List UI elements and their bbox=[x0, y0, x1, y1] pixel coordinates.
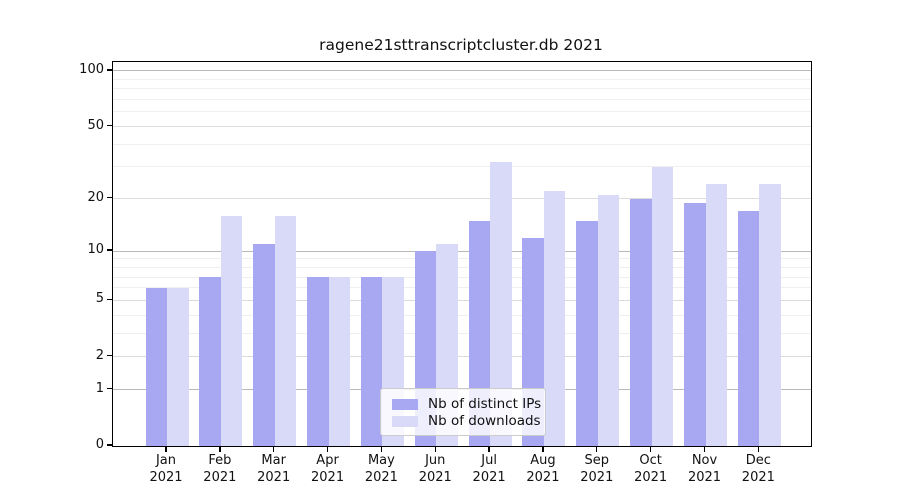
gridline-70 bbox=[113, 99, 811, 101]
y-tick-label-50: 50 bbox=[87, 117, 104, 133]
gridline-80 bbox=[113, 88, 811, 90]
x-tick-mark-nov bbox=[703, 446, 706, 453]
gridline-10 bbox=[113, 250, 811, 252]
y-tick-mark-100 bbox=[106, 69, 112, 71]
gridline-3 bbox=[113, 332, 811, 334]
x-tick-mark-jan bbox=[165, 446, 167, 453]
x-tick-label-jul: Jul 2021 bbox=[472, 453, 506, 485]
legend-item-downloads: Nb of downloads bbox=[392, 413, 541, 429]
bar-nb-of-downloads-sep bbox=[597, 194, 620, 446]
x-tick-label-sep: Sep 2021 bbox=[580, 453, 614, 485]
legend-label-downloads: Nb of downloads bbox=[428, 413, 541, 429]
x-tick-mark-dec bbox=[757, 446, 760, 453]
chart-title: ragene21sttranscriptcluster.db 2021 bbox=[319, 36, 603, 54]
gridline-90 bbox=[113, 78, 811, 80]
y-tick-label-0: 0 bbox=[95, 437, 104, 452]
bar-nb-of-distinct-ips-may bbox=[360, 277, 383, 446]
x-tick-mark-feb bbox=[219, 446, 221, 453]
gridline-7 bbox=[113, 276, 811, 278]
bar-nb-of-distinct-ips-apr bbox=[307, 277, 329, 446]
bar-nb-of-downloads-jan bbox=[167, 287, 189, 446]
gridline-9 bbox=[113, 258, 811, 260]
bar-nb-of-distinct-ips-mar bbox=[253, 244, 275, 446]
legend-swatch-distinct-ips bbox=[392, 398, 418, 410]
x-tick-label-nov: Nov 2021 bbox=[687, 453, 722, 485]
gridline-4 bbox=[113, 314, 811, 316]
y-tick-label-10: 10 bbox=[87, 242, 104, 258]
plot-area: Nb of distinct IPs Nb of downloads bbox=[112, 61, 812, 447]
legend-label-distinct-ips: Nb of distinct IPs bbox=[428, 396, 542, 412]
bar-nb-of-distinct-ips-dec bbox=[737, 211, 760, 446]
x-tick-label-dec: Dec 2021 bbox=[741, 453, 775, 485]
x-tick-label-feb: Feb 2021 bbox=[203, 453, 237, 485]
legend: Nb of distinct IPs Nb of downloads bbox=[380, 388, 546, 436]
gridline-20 bbox=[113, 198, 811, 200]
y-tick-mark-20 bbox=[106, 196, 112, 199]
y-tick-mark-5 bbox=[106, 298, 112, 301]
x-tick-mark-apr bbox=[326, 446, 329, 453]
x-tick-label-apr: Apr 2021 bbox=[311, 453, 345, 485]
x-tick-label-may: May 2021 bbox=[364, 453, 398, 485]
x-tick-mark-jul bbox=[488, 446, 490, 453]
y-tick-mark-50 bbox=[106, 124, 112, 127]
y-tick-label-20: 20 bbox=[87, 189, 104, 205]
x-tick-mark-oct bbox=[649, 446, 652, 453]
bar-nb-of-downloads-apr bbox=[328, 277, 351, 446]
y-tick-label-1: 1 bbox=[95, 380, 104, 396]
y-tick-mark-2 bbox=[106, 355, 112, 357]
y-tick-label-2: 2 bbox=[95, 347, 104, 363]
y-tick-label-100: 100 bbox=[79, 61, 104, 77]
gridline-60 bbox=[113, 111, 811, 113]
bar-nb-of-distinct-ips-feb bbox=[199, 277, 221, 446]
y-tick-label-5: 5 bbox=[95, 291, 104, 307]
legend-item-distinct-ips: Nb of distinct IPs bbox=[392, 396, 541, 412]
bar-nb-of-distinct-ips-nov bbox=[684, 202, 706, 446]
x-tick-mark-may bbox=[380, 446, 383, 453]
bar-nb-of-downloads-mar bbox=[274, 215, 297, 446]
bar-nb-of-downloads-aug bbox=[543, 191, 566, 446]
x-tick-label-mar: Mar 2021 bbox=[257, 453, 291, 485]
bar-nb-of-downloads-jul bbox=[490, 161, 512, 446]
x-tick-mark-sep bbox=[596, 446, 598, 453]
x-tick-label-jun: Jun 2021 bbox=[418, 453, 452, 485]
gridline-6 bbox=[113, 287, 811, 289]
bar-nb-of-downloads-feb bbox=[220, 215, 243, 446]
x-tick-label-jan: Jan 2021 bbox=[149, 453, 183, 485]
gridline-100 bbox=[113, 70, 811, 72]
legend-swatch-downloads bbox=[392, 415, 418, 427]
gridline-8 bbox=[113, 266, 811, 268]
gridline-30 bbox=[113, 166, 811, 168]
x-tick-label-oct: Oct 2021 bbox=[634, 453, 668, 485]
bar-nb-of-downloads-nov bbox=[705, 184, 727, 446]
x-tick-mark-mar bbox=[273, 446, 275, 453]
bar-nb-of-distinct-ips-oct bbox=[630, 198, 652, 446]
bar-nb-of-distinct-ips-jan bbox=[145, 287, 167, 446]
gridline-50 bbox=[113, 126, 811, 127]
bar-nb-of-downloads-dec bbox=[759, 184, 781, 446]
y-tick-mark-1 bbox=[106, 387, 112, 390]
y-tick-mark-10 bbox=[106, 249, 112, 251]
x-tick-mark-aug bbox=[542, 446, 544, 453]
x-tick-mark-jun bbox=[434, 446, 436, 453]
gridline-40 bbox=[113, 143, 811, 145]
bar-nb-of-downloads-oct bbox=[651, 166, 674, 446]
x-tick-label-aug: Aug 2021 bbox=[526, 453, 560, 485]
y-tick-mark-0 bbox=[106, 444, 112, 446]
gridline-5 bbox=[113, 299, 811, 301]
bar-nb-of-distinct-ips-sep bbox=[576, 220, 598, 446]
gridline-2 bbox=[113, 356, 811, 358]
